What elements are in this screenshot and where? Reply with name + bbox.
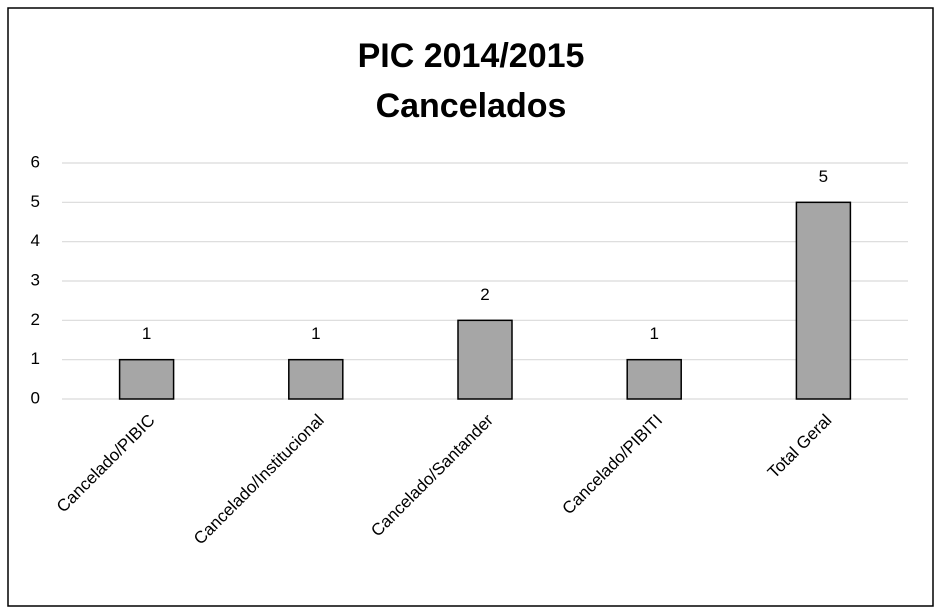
y-tick-label: 3 [31, 270, 40, 289]
bar [457, 319, 513, 400]
bar [626, 358, 682, 400]
y-tick-label: 0 [31, 388, 40, 407]
chart-title: PIC 2014/2015 [358, 37, 585, 75]
chart-border [7, 7, 934, 607]
y-tick-label: 4 [31, 231, 40, 250]
data-label: 1 [142, 324, 151, 343]
data-label: 2 [480, 285, 489, 304]
y-tick-label: 5 [31, 192, 40, 211]
bar [795, 201, 852, 400]
y-tick-label: 1 [31, 349, 40, 368]
bar [288, 358, 344, 400]
data-label: 1 [649, 324, 658, 343]
chart-subtitle: Cancelados [376, 87, 567, 125]
data-label: 5 [819, 167, 828, 186]
bar [118, 358, 175, 400]
y-tick-label: 6 [31, 152, 40, 171]
y-tick-label: 2 [31, 310, 40, 329]
data-label: 1 [311, 324, 320, 343]
